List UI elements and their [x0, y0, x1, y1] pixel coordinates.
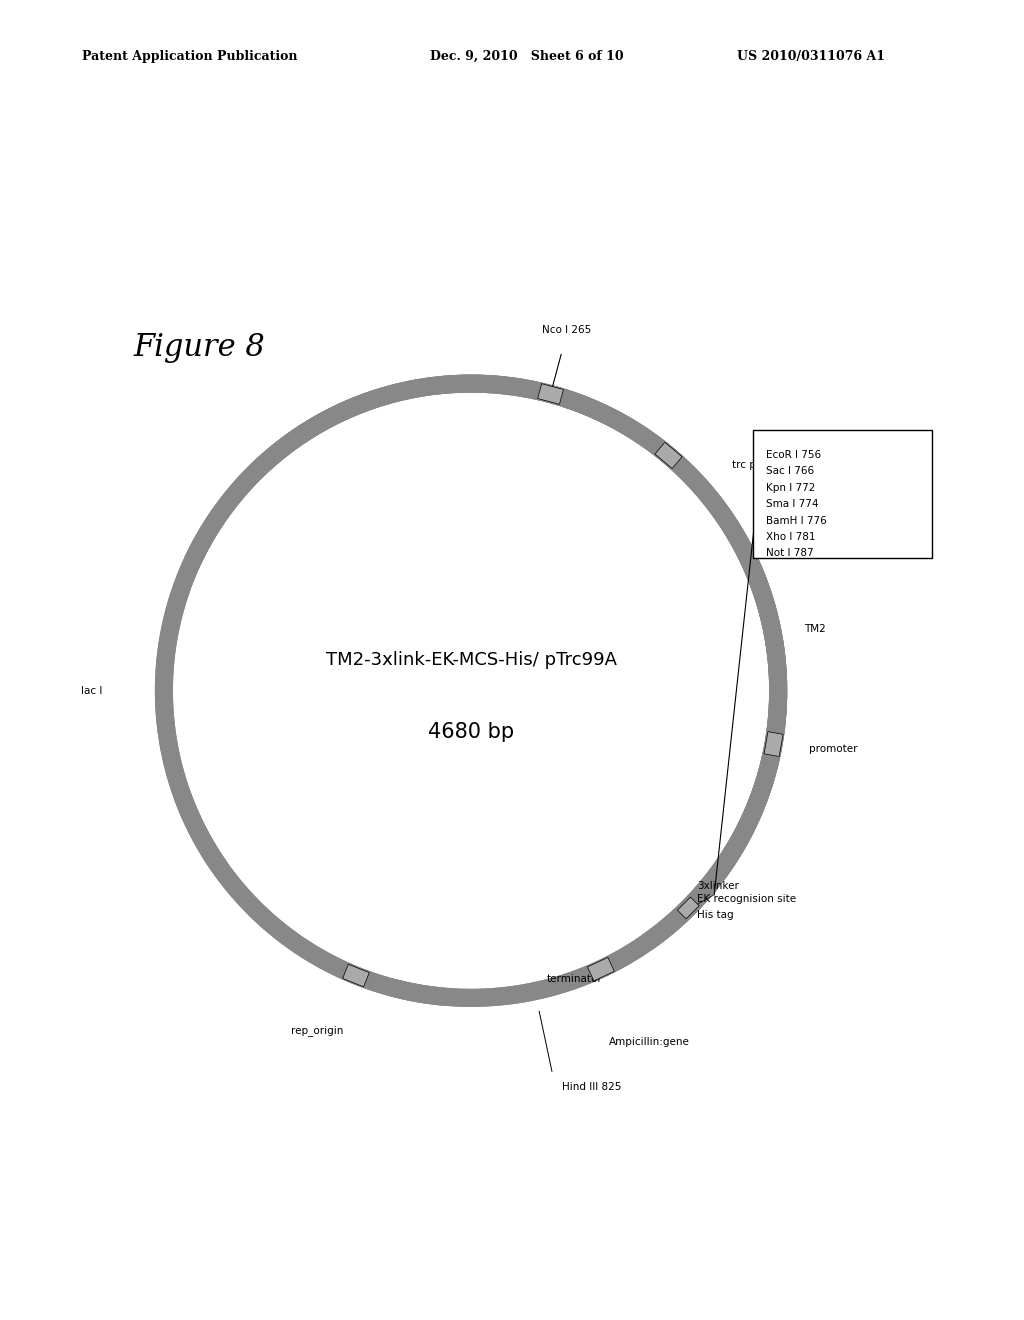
Text: US 2010/0311076 A1: US 2010/0311076 A1 — [737, 50, 886, 63]
Text: 3xlinker: 3xlinker — [697, 880, 739, 891]
Text: TM2-3xlink-EK-MCS-His/ pTrc99A: TM2-3xlink-EK-MCS-His/ pTrc99A — [326, 651, 616, 669]
FancyBboxPatch shape — [764, 731, 783, 756]
Text: Nco I 265: Nco I 265 — [542, 325, 591, 335]
FancyBboxPatch shape — [538, 384, 563, 404]
FancyBboxPatch shape — [655, 442, 682, 469]
Text: BamH I 776: BamH I 776 — [766, 516, 826, 525]
Text: Figure 8: Figure 8 — [133, 333, 265, 363]
Text: Hind III 825: Hind III 825 — [562, 1081, 622, 1092]
FancyBboxPatch shape — [343, 964, 370, 987]
Text: terminator: terminator — [547, 974, 602, 985]
Text: Ampicillin:gene: Ampicillin:gene — [609, 1038, 690, 1047]
Text: Sma I 774: Sma I 774 — [766, 499, 818, 510]
Text: 4680 bp: 4680 bp — [428, 722, 514, 742]
Text: lac I: lac I — [81, 685, 102, 696]
Text: EcoR I 756: EcoR I 756 — [766, 450, 821, 461]
FancyBboxPatch shape — [588, 957, 614, 981]
Text: promoter: promoter — [809, 743, 857, 754]
Text: rep_origin: rep_origin — [291, 1026, 344, 1036]
Text: 1: 1 — [752, 504, 759, 513]
Text: Kpn I 772: Kpn I 772 — [766, 483, 815, 492]
FancyBboxPatch shape — [753, 429, 932, 557]
Text: His tag: His tag — [697, 909, 733, 920]
Text: Sac I 766: Sac I 766 — [766, 466, 814, 477]
Text: Not I 787: Not I 787 — [766, 548, 814, 558]
Text: TM2: TM2 — [804, 623, 825, 634]
Text: Patent Application Publication: Patent Application Publication — [82, 50, 297, 63]
Text: Dec. 9, 2010   Sheet 6 of 10: Dec. 9, 2010 Sheet 6 of 10 — [430, 50, 624, 63]
FancyBboxPatch shape — [678, 898, 699, 919]
Text: Xho I 781: Xho I 781 — [766, 532, 815, 543]
Text: trc promoter: trc promoter — [732, 459, 798, 470]
Text: EK recognision site: EK recognision site — [697, 895, 796, 904]
